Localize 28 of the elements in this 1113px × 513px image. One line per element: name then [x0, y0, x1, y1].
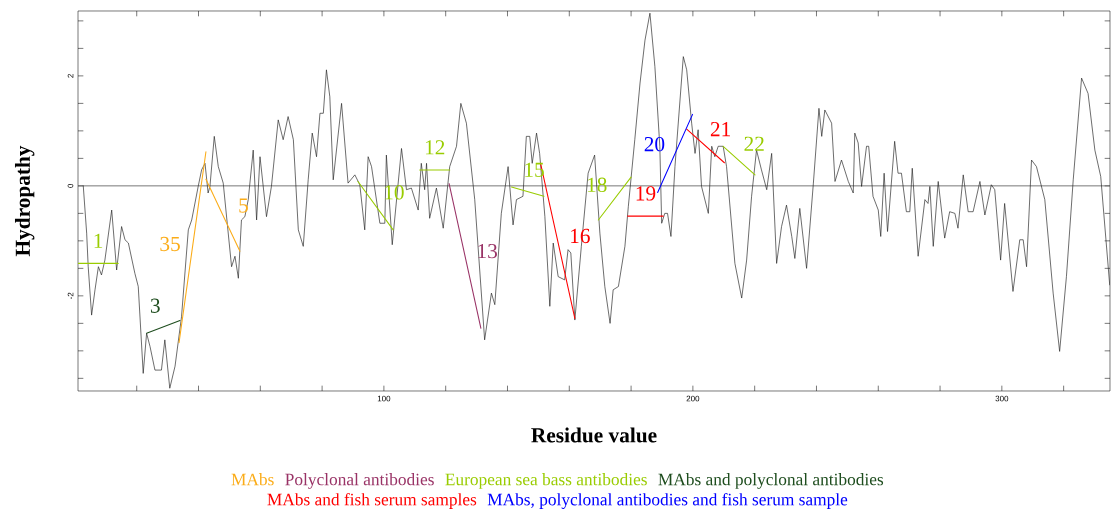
- text: MAbs, polyclonal antibodies and fish serum sample: [487, 493, 848, 509]
- annotation: 1: [94, 233, 103, 248]
- annotation: 3: [150, 298, 160, 313]
- text: MAbs: [231, 473, 274, 486]
- y-tick-label: 2: [67, 74, 74, 78]
- x-tick-label: 100: [377, 395, 391, 402]
- annotation: 10: [385, 185, 404, 200]
- text: Polyclonal antibodies: [285, 473, 434, 489]
- text: MAbs and polyclonal antibodies: [658, 473, 884, 489]
- y-tick-label: 0: [67, 183, 74, 188]
- text: MAbs and fish serum samples: [267, 493, 477, 509]
- annotation: 19: [636, 186, 656, 201]
- x-tick-label: 300: [995, 395, 1009, 402]
- annotation: 18: [587, 177, 607, 192]
- annotation: 22: [744, 136, 764, 151]
- annotation: 20: [644, 136, 665, 152]
- annotation: 13: [478, 243, 497, 259]
- annotation: 12: [425, 140, 445, 155]
- y-tick-label: -2: [67, 292, 74, 300]
- annotation: 5: [239, 198, 248, 213]
- annotation: 16: [571, 228, 590, 244]
- annotation: 35: [160, 236, 180, 252]
- line-series: [82, 12, 1110, 389]
- text: European sea bass antibodies: [445, 473, 647, 489]
- y-axis-title: Hydropathy: [14, 145, 35, 257]
- x-axis-title: Residue value: [531, 427, 657, 443]
- annotation: 21: [710, 122, 730, 137]
- x-tick-label: 200: [686, 395, 700, 402]
